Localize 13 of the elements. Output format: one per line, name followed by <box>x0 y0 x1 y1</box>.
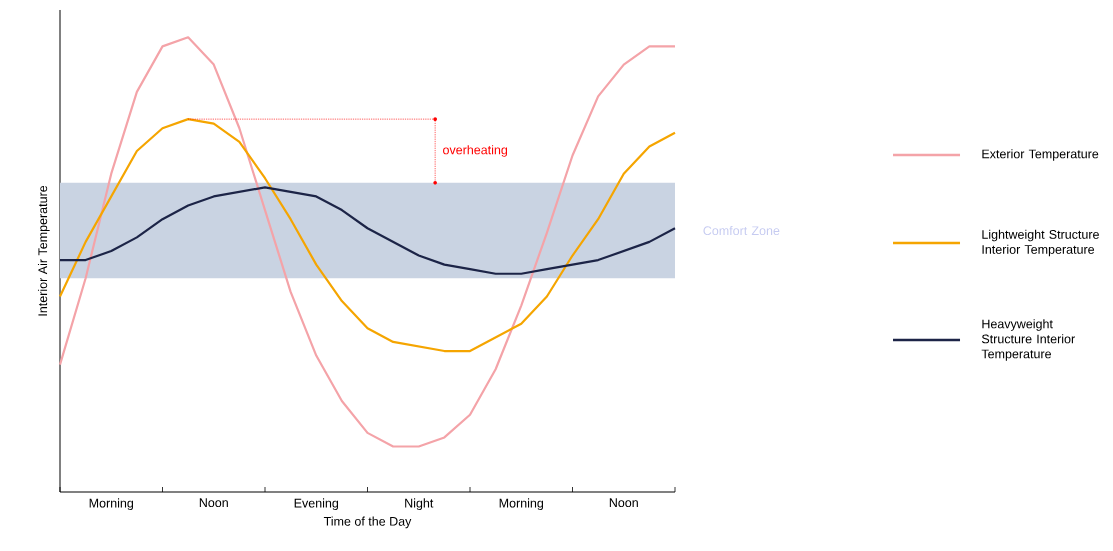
text: Lightweight Structure Interior Temperature <box>982 229 1099 257</box>
x-axis-title: Time of the Day <box>323 516 412 529</box>
x-tick-label: Morning <box>89 498 134 511</box>
text: Exterior Temperature <box>982 149 1099 161</box>
x-tick-label: Noon <box>609 498 638 508</box>
x-tick-label: Night <box>405 498 434 511</box>
band-label: Comfort Zone <box>703 225 780 236</box>
x-tick-label: Morning <box>499 498 544 511</box>
x-tick-label: Noon <box>199 498 228 508</box>
y-axis-title: Interior Air Temperature <box>37 185 50 316</box>
x-tick-label: Evening <box>294 498 339 511</box>
text: Heavyweight Structure Interior Temperature <box>981 319 1075 361</box>
annotation: overheating <box>443 145 508 157</box>
